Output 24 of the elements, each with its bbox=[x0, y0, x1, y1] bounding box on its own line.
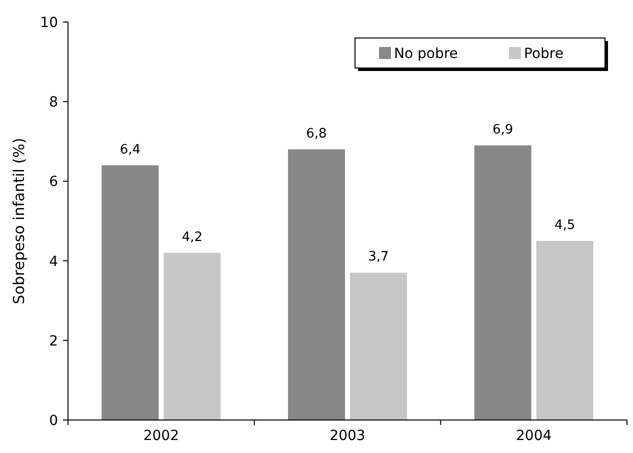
data-label: 6,9 bbox=[492, 122, 514, 138]
bar bbox=[350, 272, 407, 420]
legend-label: Pobre bbox=[524, 46, 564, 62]
bar bbox=[288, 149, 345, 420]
data-label: 4,2 bbox=[182, 230, 203, 245]
data-label: 3,7 bbox=[368, 250, 389, 265]
data-label: 6,4 bbox=[120, 142, 141, 158]
bar bbox=[102, 165, 159, 420]
x-tick-label: 2004 bbox=[516, 428, 552, 444]
y-tick-label: 6 bbox=[49, 174, 58, 190]
y-tick-label: 0 bbox=[49, 413, 58, 429]
y-tick-label: 2 bbox=[49, 333, 58, 350]
y-tick-label: 8 bbox=[49, 94, 58, 111]
bar bbox=[164, 252, 221, 420]
x-tick-label: 2002 bbox=[143, 428, 179, 444]
y-tick-label: 10 bbox=[40, 15, 58, 31]
data-label: 4,5 bbox=[554, 218, 576, 233]
legend-label: No pobre bbox=[394, 46, 458, 62]
y-axis-title: Sobrepeso infantil (%) bbox=[10, 138, 28, 304]
bar bbox=[474, 145, 532, 420]
y-tick-label: 4 bbox=[49, 254, 58, 270]
data-label: 6,8 bbox=[306, 126, 327, 142]
x-tick-label: 2003 bbox=[330, 428, 366, 444]
bar bbox=[536, 240, 594, 420]
